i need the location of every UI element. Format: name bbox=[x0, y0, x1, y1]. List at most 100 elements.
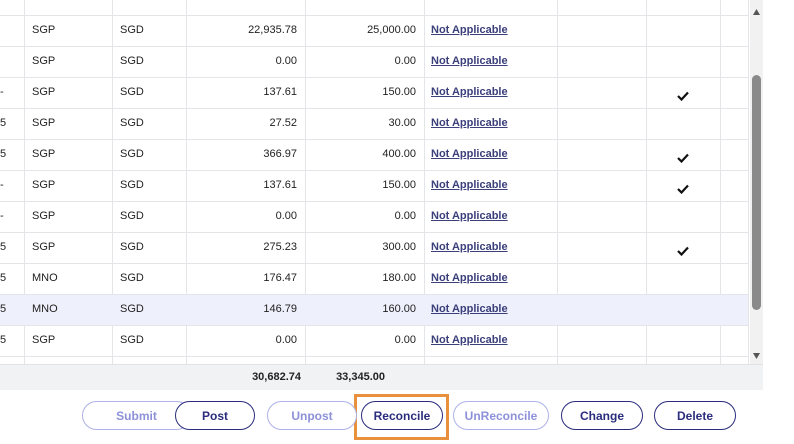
amount-cell: 137.61 bbox=[263, 179, 297, 191]
country-cell: SGP bbox=[32, 117, 56, 129]
column-divider bbox=[646, 0, 647, 364]
row-divider bbox=[0, 232, 748, 233]
status-link[interactable]: Not Applicable bbox=[431, 334, 508, 346]
status-link[interactable]: Not Applicable bbox=[431, 24, 508, 36]
total-cell: 0.00 bbox=[394, 55, 416, 67]
data-grid: SGP SGD 22,935.78 25,000.00 Not Applicable SG… bbox=[0, 0, 749, 364]
stub-cell: 5 bbox=[0, 272, 7, 284]
row-divider bbox=[0, 325, 748, 326]
amount-cell: 137.61 bbox=[263, 86, 297, 98]
currency-cell: SGD bbox=[120, 303, 144, 315]
country-cell: SGP bbox=[32, 148, 56, 160]
country-cell: SGP bbox=[32, 24, 56, 36]
column-divider bbox=[186, 0, 187, 364]
currency-cell: SGD bbox=[120, 179, 144, 191]
stub-cell: - bbox=[0, 86, 4, 98]
total-cell: 0.00 bbox=[394, 210, 416, 222]
country-cell: SGP bbox=[32, 241, 56, 253]
column-divider bbox=[424, 0, 425, 364]
status-link[interactable]: Not Applicable bbox=[431, 241, 508, 253]
total-cell: 25,000.00 bbox=[367, 24, 416, 36]
row-divider bbox=[0, 263, 748, 264]
total-amount: 30,682.74 bbox=[252, 371, 301, 383]
action-button[interactable]: Reconcile bbox=[361, 401, 443, 430]
country-cell: SGP bbox=[32, 179, 56, 191]
action-button[interactable]: Post bbox=[175, 401, 255, 430]
action-button[interactable]: Change bbox=[561, 401, 643, 430]
total-cell: 300.00 bbox=[382, 241, 416, 253]
currency-cell: SGD bbox=[120, 86, 144, 98]
currency-cell: SGD bbox=[120, 334, 144, 346]
amount-cell: 0.00 bbox=[275, 55, 297, 67]
action-button: Unpost bbox=[267, 401, 357, 430]
amount-cell: 275.23 bbox=[263, 241, 297, 253]
currency-cell: SGD bbox=[120, 210, 144, 222]
total-cell: 0.00 bbox=[394, 334, 416, 346]
action-button[interactable]: Delete bbox=[654, 401, 736, 430]
currency-cell: SGD bbox=[120, 24, 144, 36]
row-divider bbox=[0, 15, 748, 16]
checkmark bbox=[677, 181, 689, 195]
amount-cell: 366.97 bbox=[263, 148, 297, 160]
amount-cell: 176.47 bbox=[263, 272, 297, 284]
total-cell: 180.00 bbox=[382, 272, 416, 284]
stub-cell: 5 bbox=[0, 117, 7, 129]
row-divider bbox=[0, 356, 748, 357]
stub-cell: 5 bbox=[0, 148, 7, 160]
row-divider bbox=[0, 201, 748, 202]
column-divider bbox=[305, 0, 306, 364]
scrollbar-graphic bbox=[752, 9, 761, 359]
stub-cell: 5 bbox=[0, 241, 7, 253]
checkmark bbox=[677, 243, 689, 257]
selected-row bbox=[0, 295, 748, 325]
status-link[interactable]: Not Applicable bbox=[431, 303, 508, 315]
status-link[interactable]: Not Applicable bbox=[431, 55, 508, 67]
column-divider bbox=[748, 0, 749, 364]
total-cell: 400.00 bbox=[382, 148, 416, 160]
amount-cell: 0.00 bbox=[275, 334, 297, 346]
status-link[interactable]: Not Applicable bbox=[431, 86, 508, 98]
amount-cell: 27.52 bbox=[269, 117, 297, 129]
action-button: UnReconcile bbox=[453, 401, 549, 430]
column-divider bbox=[720, 0, 721, 364]
amount-cell: 146.79 bbox=[263, 303, 297, 315]
currency-cell: SGD bbox=[120, 241, 144, 253]
status-link[interactable]: Not Applicable bbox=[431, 272, 508, 284]
checkmark bbox=[677, 150, 689, 164]
column-divider bbox=[557, 0, 558, 364]
stub-cell: - bbox=[0, 179, 4, 191]
stub-cell: 5 bbox=[0, 334, 7, 346]
currency-cell: SGD bbox=[120, 272, 144, 284]
stub-cell: 5 bbox=[0, 303, 7, 315]
country-cell: SGP bbox=[32, 55, 56, 67]
amount-cell: 22,935.78 bbox=[248, 24, 297, 36]
currency-cell: SGD bbox=[120, 117, 144, 129]
country-cell: MNO bbox=[32, 303, 58, 315]
checkmark bbox=[677, 88, 689, 102]
total-cell: 160.00 bbox=[382, 303, 416, 315]
stub-cell: - bbox=[0, 210, 4, 222]
row-divider bbox=[0, 170, 748, 171]
country-cell: SGP bbox=[32, 210, 56, 222]
status-link[interactable]: Not Applicable bbox=[431, 179, 508, 191]
status-link[interactable]: Not Applicable bbox=[431, 148, 508, 160]
scrollbar[interactable] bbox=[750, 0, 763, 364]
totals-row: 30,682.74 33,345.00 bbox=[0, 364, 763, 390]
row-divider bbox=[0, 46, 748, 47]
country-cell: MNO bbox=[32, 272, 58, 284]
action-button: Submit bbox=[82, 401, 191, 430]
amount-cell: 0.00 bbox=[275, 210, 297, 222]
total-sum: 33,345.00 bbox=[336, 371, 385, 383]
total-cell: 150.00 bbox=[382, 179, 416, 191]
row-divider bbox=[0, 108, 748, 109]
currency-cell: SGD bbox=[120, 55, 144, 67]
status-link[interactable]: Not Applicable bbox=[431, 210, 508, 222]
column-divider bbox=[24, 0, 25, 364]
row-divider bbox=[0, 294, 748, 295]
country-cell: SGP bbox=[32, 334, 56, 346]
column-divider bbox=[112, 0, 113, 364]
status-link[interactable]: Not Applicable bbox=[431, 117, 508, 129]
total-cell: 30.00 bbox=[388, 117, 416, 129]
row-divider bbox=[0, 139, 748, 140]
